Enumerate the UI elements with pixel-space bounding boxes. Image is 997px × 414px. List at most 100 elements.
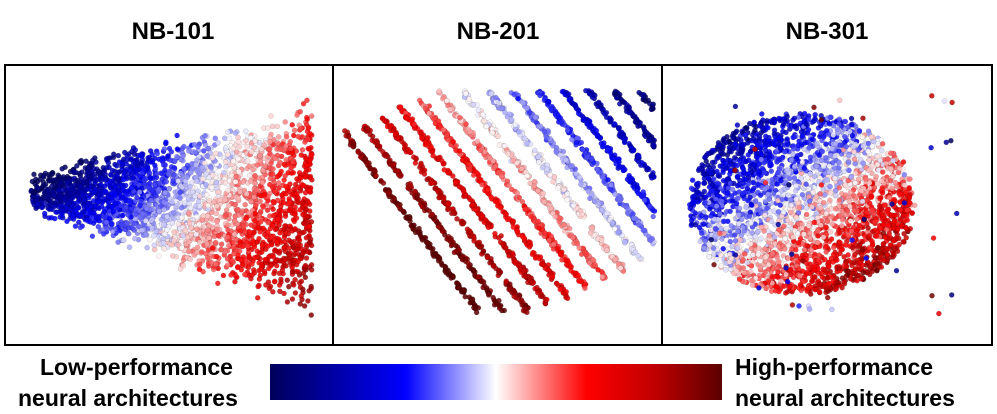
scatter-point [308,267,315,273]
scatter-point [185,210,192,216]
scatter-point [161,206,167,213]
scatter-point [149,216,155,223]
scatter-point [143,205,150,212]
scatter-point [287,205,294,211]
scatter-point [547,172,553,178]
scatter-point [55,172,61,178]
scatter-point [177,189,183,196]
scatter-point [306,223,312,230]
scatter-point [87,184,94,190]
scatter-point [296,237,303,244]
scatter-point [602,111,608,117]
scatter-point [592,261,598,268]
scatter-point [171,229,177,235]
scatter-point [194,157,200,163]
scatter-point [308,218,315,225]
scatter-point [207,149,213,156]
scatter-point [306,187,313,194]
scatter-point [470,172,477,178]
scatter-point [635,190,642,197]
scatter-point [284,299,291,305]
scatter-point [54,197,60,204]
scatter-point [506,182,512,189]
scatter-point [305,125,312,132]
scatter-point [95,223,102,230]
scatter-point [423,141,430,147]
scatter-point [484,186,491,193]
scatter-point [268,160,274,167]
scatter-point [263,282,269,288]
scatter-point [595,267,601,273]
scatter-point [69,214,76,220]
scatter-point [107,155,113,161]
scatter-point [151,242,157,248]
scatter-point [294,112,300,118]
scatter-point [308,113,315,119]
scatter-point [124,157,130,163]
scatter-point [307,130,313,137]
scatter-point [570,202,577,209]
scatter-point [265,219,272,226]
scatter-point [178,214,185,221]
scatter-point [302,274,309,281]
scatter-point [232,201,239,208]
scatter-point [64,181,71,187]
scatter-point [460,287,467,293]
scatter-point [503,278,510,284]
scatter-point [272,155,278,162]
scatter-point [222,179,229,186]
scatter-point [280,199,287,206]
scatter-point [131,227,137,233]
scatter-point [153,228,160,235]
scatter-point [197,193,203,200]
scatter-point [196,203,203,209]
scatter-point [244,158,251,164]
scatter-point [152,162,158,169]
scatter-point [230,158,236,164]
scatter-point [170,178,176,184]
scatter-point [583,251,590,258]
scatter-point [342,128,348,134]
scatter-point [531,147,538,154]
scatter-point [251,194,257,200]
scatter-point [241,229,248,235]
scatter-point [490,294,496,301]
scatter-point [50,188,56,194]
scatter-point [174,153,180,160]
scatter-point [520,268,527,274]
scatter-point [451,249,458,256]
scatter-point [148,197,154,204]
scatter-point [126,198,133,205]
scatter-point [233,149,240,155]
scatter-point [531,183,537,189]
scatter-point [222,159,229,165]
scatter-point [563,261,570,268]
scatter-point [259,179,266,186]
scatter-point [242,257,249,263]
scatter-point [196,170,203,176]
scatter-point [214,218,220,225]
scatter-point [290,169,297,176]
scatter-point [282,256,289,263]
scatter-point [102,171,109,178]
scatter-point [213,203,220,209]
scatter-point [201,160,208,166]
scatter-point [485,254,491,261]
nb201-panel [332,64,664,346]
scatter-point [241,271,248,278]
scatter-point [467,196,473,203]
scatter-point [287,155,294,162]
scatter-point [215,232,222,239]
scatter-point [101,183,108,190]
scatter-point [164,227,170,233]
scatter-point [276,159,283,165]
scatter-point [185,248,192,255]
scatter-point [427,241,433,247]
scatter-point [463,121,469,127]
scatter-point [290,282,297,288]
scatter-point [203,192,210,198]
scatter-point [506,248,513,255]
scatter-point [308,312,315,318]
scatter-point [578,139,585,146]
scatter-point [620,167,627,174]
